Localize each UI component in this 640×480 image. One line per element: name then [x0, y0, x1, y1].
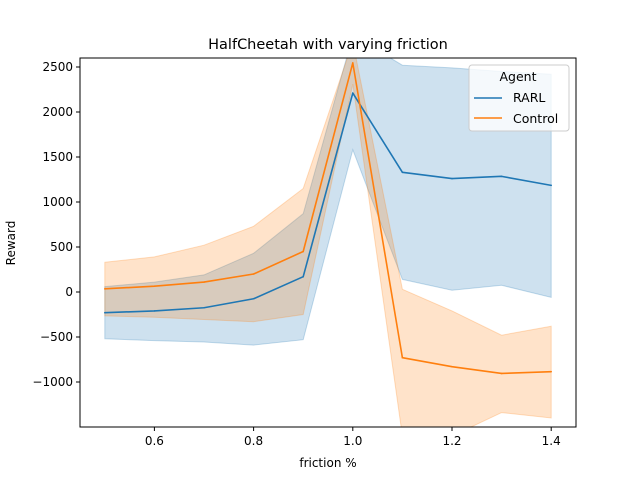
data-point-rarl [401, 171, 404, 174]
data-point-control [451, 365, 453, 368]
data-point-control [203, 281, 205, 283]
data-point-rarl [302, 275, 305, 278]
y-tick-label: 1500 [42, 150, 73, 164]
x-tick-label: 0.8 [244, 434, 263, 448]
y-tick-label: −500 [40, 330, 73, 344]
data-point-control [352, 62, 354, 64]
x-tick-label: 0.6 [145, 434, 164, 448]
y-axis-ticks: −1000 −500 0 500 1000 1500 2000 2500 [32, 60, 80, 389]
y-tick-label: 500 [50, 240, 73, 254]
y-axis-label: Reward [4, 221, 18, 266]
data-point-rarl [352, 92, 354, 94]
confidence-bands [104, 58, 552, 427]
y-tick-label: 2000 [42, 105, 73, 119]
y-tick-label: 2500 [42, 60, 73, 74]
plot-frame [79, 57, 577, 428]
data-point-control [302, 250, 305, 253]
data-point-rarl [252, 297, 255, 300]
legend-title: Agent [500, 69, 537, 84]
y-tick-label: 1000 [42, 195, 73, 209]
data-point-rarl [550, 184, 552, 187]
x-tick-label: 1.4 [542, 434, 561, 448]
series-lines [104, 62, 552, 375]
band-rarl [104, 58, 552, 346]
data-point-control [401, 356, 404, 359]
x-tick-label: 1.0 [343, 434, 362, 448]
data-point-rarl [203, 306, 205, 309]
data-point-rarl [500, 175, 503, 178]
data-point-control [104, 288, 106, 290]
series-line-control [104, 62, 552, 375]
data-point-control [252, 273, 255, 275]
series-line-rarl [104, 92, 552, 314]
data-point-rarl [104, 311, 106, 314]
data-point-rarl [451, 177, 453, 180]
x-tick-label: 1.2 [442, 434, 461, 448]
legend: Agent RARL Control [468, 64, 570, 132]
data-point-control [153, 285, 156, 287]
band-control [104, 58, 552, 427]
y-tick-label: 0 [65, 285, 73, 299]
data-point-control [550, 370, 552, 373]
legend-label-control: Control [513, 111, 558, 126]
chart-title: HalfCheetah with varying friction [208, 37, 448, 53]
y-tick-label: −1000 [32, 375, 73, 389]
legend-box [468, 64, 570, 132]
legend-label-rarl: RARL [513, 90, 545, 105]
data-point-rarl [153, 310, 156, 312]
x-axis-label: friction % [299, 456, 356, 470]
x-axis-ticks: 0.6 0.8 1.0 1.2 1.4 [145, 427, 561, 448]
data-point-control [500, 372, 503, 375]
